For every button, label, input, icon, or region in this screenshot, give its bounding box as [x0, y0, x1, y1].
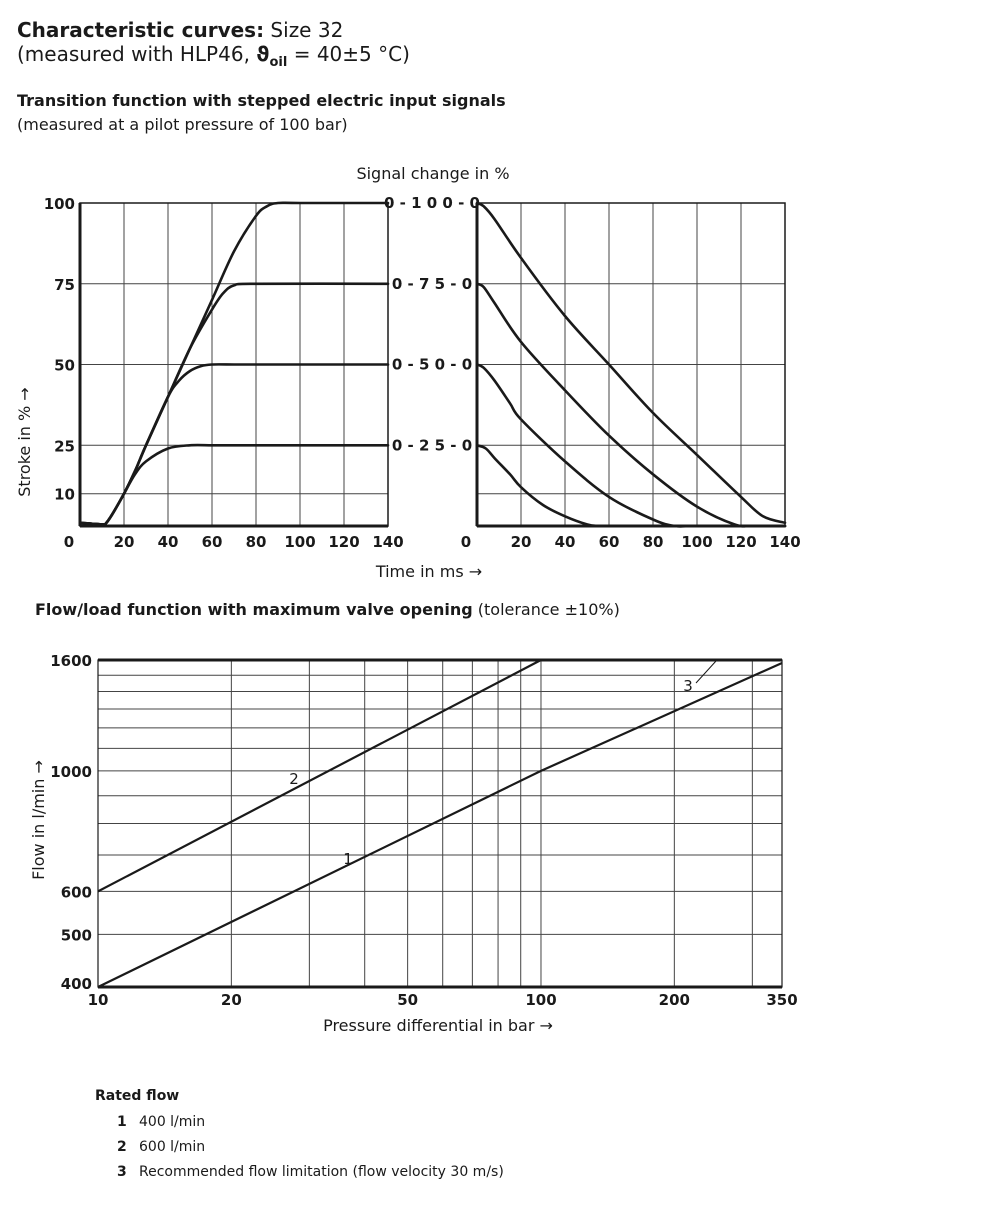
pressure-axis-label: Pressure differential in bar →	[323, 1016, 553, 1035]
x-tick-label: 120	[725, 533, 756, 551]
series-label-1: 1	[343, 850, 353, 868]
stroke-chart: 0 20 40 60 80 100 120 140 10 25 50 75 100	[44, 195, 404, 551]
section2-title-bold: Flow/load function with maximum valve op…	[35, 600, 473, 619]
series-label: 0 - 7 5 - 0	[392, 275, 472, 293]
flow-load-chart: 10 20 50 100 200 350 400 500 600 1000 1600 2 1 3 Flow…	[29, 652, 798, 1035]
legend-num: 2	[117, 1139, 127, 1155]
x-tick-label: 20	[114, 533, 135, 551]
legend-item-1: 1 400 l/min	[117, 1113, 205, 1131]
x-tick-label: 350	[766, 991, 797, 1009]
x-tick-label: 100	[681, 533, 712, 551]
series-line-1	[475, 201, 787, 525]
x-tick-label: 80	[643, 533, 664, 551]
series-line-4	[475, 444, 787, 528]
time-axis-label: Time in ms →	[375, 562, 482, 581]
legend-text: Recommended flow limitation (flow veloci…	[139, 1164, 504, 1180]
y-tick-label: 600	[61, 883, 92, 901]
legend-num: 3	[117, 1164, 127, 1180]
y-tick-label: 1600	[50, 652, 92, 670]
y-tick-label: 400	[61, 975, 92, 993]
x-tick-label: 140	[372, 533, 403, 551]
series-label-2: 2	[289, 770, 299, 788]
x-tick-label: 0	[64, 533, 74, 551]
measured-suffix: = 40±5 °C)	[287, 42, 410, 66]
legend-title: Rated flow	[95, 1088, 180, 1104]
signal-change-chart: 0 20 40 60 80 100 120 140 0 - 1 0 0 - 0 0 - 7 5 -…	[384, 194, 801, 551]
x-tick-label: 0	[461, 533, 471, 551]
signal-change-title: Signal change in %	[356, 164, 509, 183]
x-tick-label: 100	[525, 991, 556, 1009]
measured-prefix: (measured with HLP46,	[17, 42, 257, 66]
y-tick-label: 100	[44, 195, 75, 213]
transition-charts: Signal change in % 0 20 40 60 80 100 120 140 10 2…	[15, 164, 801, 581]
section1-subtitle: (measured at a pilot pressure of 100 bar…	[17, 115, 348, 134]
y-tick-label: 500	[61, 926, 92, 944]
x-tick-label: 20	[511, 533, 532, 551]
x-tick-label: 40	[158, 533, 179, 551]
measurement-conditions: (measured with HLP46, ϑoil = 40±5 °C)	[17, 42, 410, 75]
y-tick-label: 75	[54, 276, 75, 294]
section2-tolerance: (tolerance ±10%)	[472, 600, 620, 619]
legend-text: 400 l/min	[139, 1114, 206, 1130]
x-tick-label: 200	[659, 991, 690, 1009]
flow-axis-label: Flow in l/min →	[29, 760, 48, 880]
flow-load-plot: 10 20 50 100 200 350 400 500 600 1000 1600 2 1 3	[50, 652, 797, 1009]
x-tick-label: 140	[769, 533, 800, 551]
series-label: 0 - 2 5 - 0	[392, 436, 472, 454]
title-size: Size 32	[264, 18, 344, 42]
section2-title: Flow/load function with maximum valve op…	[35, 600, 620, 619]
y-tick-label: 25	[54, 437, 75, 455]
legend-text: 600 l/min	[139, 1139, 206, 1155]
series-label-3-leader	[695, 660, 717, 684]
oil-subscript: oil	[269, 55, 288, 70]
page-title: Characteristic curves: Size 32	[17, 18, 343, 42]
x-tick-label: 60	[599, 533, 620, 551]
series-line-1	[78, 443, 390, 526]
x-tick-label: 80	[246, 533, 267, 551]
y-tick-label: 1000	[50, 763, 92, 781]
stroke-axis-label: Stroke in % →	[15, 387, 34, 496]
y-tick-label: 50	[54, 357, 75, 375]
theta-symbol: ϑ	[256, 42, 270, 66]
x-tick-label: 10	[88, 991, 109, 1009]
x-tick-label: 50	[397, 991, 418, 1009]
series-line-1	[97, 661, 783, 988]
series-line-2	[97, 659, 542, 893]
x-tick-label: 100	[284, 533, 315, 551]
legend-item-2: 2 600 l/min	[117, 1138, 205, 1156]
title-bold: Characteristic curves:	[17, 18, 265, 42]
x-tick-label: 40	[555, 533, 576, 551]
series-line-4	[78, 201, 390, 526]
series-label-3: 3	[683, 677, 693, 695]
legend-num: 1	[117, 1114, 127, 1130]
legend-item-3: 3 Recommended flow limitation (flow veloc…	[117, 1163, 504, 1181]
section1-title: Transition function with stepped electri…	[17, 91, 506, 110]
x-tick-label: 120	[328, 533, 359, 551]
x-tick-label: 20	[221, 991, 242, 1009]
x-tick-label: 60	[202, 533, 223, 551]
y-tick-label: 10	[54, 486, 75, 504]
series-label: 0 - 1 0 0 - 0	[384, 194, 480, 212]
series-label: 0 - 5 0 - 0	[392, 356, 472, 374]
